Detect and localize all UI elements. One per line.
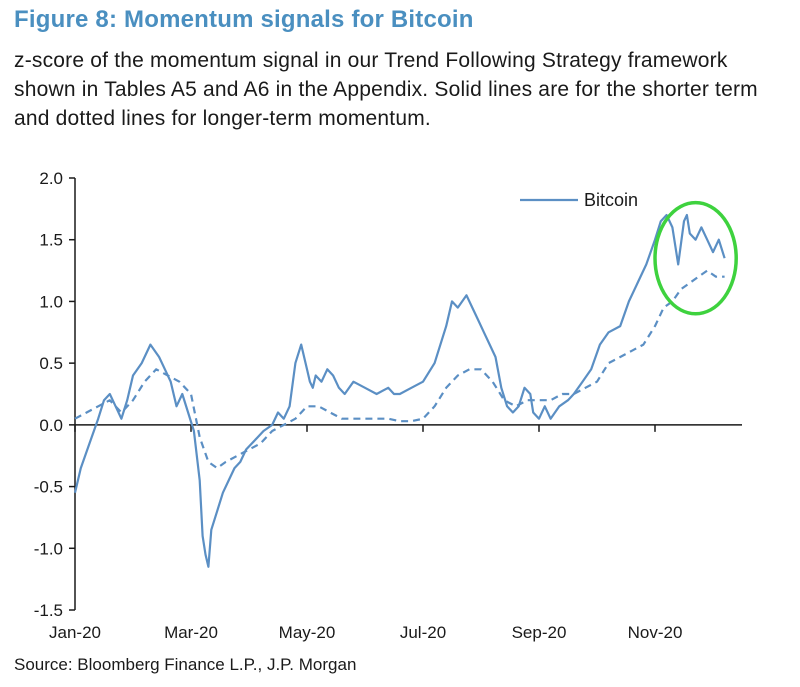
chart-legend: Bitcoin [520, 190, 638, 210]
y-tick-label: -1.5 [34, 601, 63, 620]
x-tick-label: Mar-20 [164, 623, 218, 642]
y-tick-label: -0.5 [34, 478, 63, 497]
y-tick-label: 1.5 [39, 231, 63, 250]
chart-ticks: 2.0 1.5 1.0 0.5 0.0 -0.5 -1.0 -1.5 Jan-20 Mar-20 M… [34, 169, 683, 642]
source-note: Source: Bloomberg Finance L.P., J.P. Mor… [14, 655, 357, 674]
chart-axes [74, 178, 742, 610]
x-tick-label: Jan-20 [49, 623, 101, 642]
y-tick-label: 1.0 [39, 292, 63, 311]
figure-title: Figure 8: Momentum signals for Bitcoin [14, 6, 474, 33]
series-line-longer-term [74, 269, 725, 470]
x-tick-label: Nov-20 [628, 623, 683, 642]
y-tick-label: 0.0 [39, 416, 63, 435]
figure-subtitle: z-score of the momentum signal in our Tr… [14, 49, 758, 130]
legend-label: Bitcoin [584, 190, 638, 210]
chart-series [73, 213, 726, 568]
highlight-circle [653, 200, 738, 316]
x-tick-label: May-20 [279, 623, 336, 642]
y-tick-label: 0.5 [39, 354, 63, 373]
x-tick-label: Sep-20 [512, 623, 567, 642]
x-tick-label: Jul-20 [400, 623, 446, 642]
chart-annotation [653, 200, 738, 316]
y-tick-label: 2.0 [39, 169, 63, 188]
y-tick-label: -1.0 [34, 539, 63, 558]
series-line-shorter-term [73, 213, 726, 568]
